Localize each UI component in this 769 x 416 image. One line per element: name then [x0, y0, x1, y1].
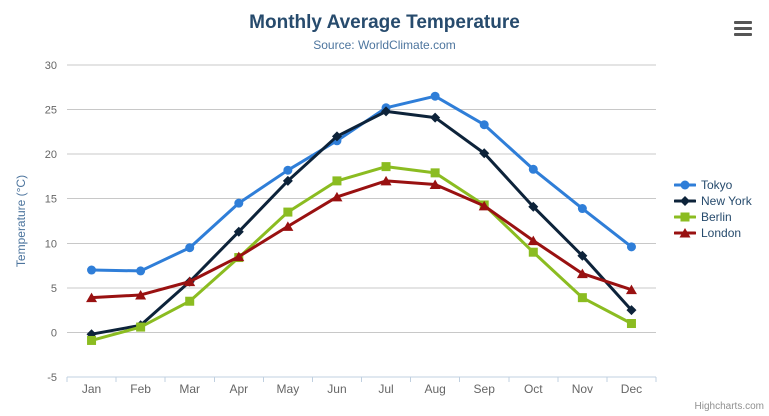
svg-text:25: 25: [45, 105, 57, 117]
legend-item-new-york[interactable]: New York: [674, 193, 752, 209]
hamburger-icon: [734, 33, 752, 36]
series-berlin: [87, 162, 636, 345]
series-tokyo: [87, 91, 636, 276]
x-axis: [66, 376, 657, 382]
chart-title: Monthly Average Temperature: [249, 12, 520, 33]
svg-text:Oct: Oct: [524, 382, 543, 396]
y-axis-labels: -5 0 5 10 15 20 25 30: [45, 60, 57, 384]
hamburger-icon: [734, 27, 752, 30]
svg-text:Feb: Feb: [130, 382, 151, 396]
svg-text:Jul: Jul: [378, 382, 393, 396]
circle-marker-icon: [674, 180, 696, 190]
svg-text:Jan: Jan: [82, 382, 101, 396]
legend-item-tokyo[interactable]: Tokyo: [674, 177, 752, 193]
diamond-marker-icon: [674, 196, 696, 206]
chart-subtitle: Source: WorldClimate.com: [313, 38, 456, 52]
svg-text:-5: -5: [47, 372, 57, 384]
svg-text:Apr: Apr: [229, 382, 248, 396]
context-menu-button[interactable]: [734, 21, 752, 36]
hamburger-icon: [734, 21, 752, 24]
svg-text:Nov: Nov: [572, 382, 593, 396]
legend-label: Tokyo: [701, 178, 733, 192]
svg-text:15: 15: [45, 194, 57, 206]
legend-item-berlin[interactable]: Berlin: [674, 209, 752, 225]
legend-item-london[interactable]: London: [674, 225, 752, 241]
svg-text:30: 30: [45, 60, 57, 72]
legend-label: New York: [701, 194, 752, 208]
svg-text:20: 20: [45, 149, 57, 161]
triangle-marker-icon: [674, 228, 696, 238]
legend-label: Berlin: [701, 210, 732, 224]
svg-text:5: 5: [51, 283, 57, 295]
legend-label: London: [701, 226, 742, 240]
credits-link[interactable]: Highcharts.com: [694, 401, 764, 412]
svg-text:Dec: Dec: [621, 382, 642, 396]
svg-text:Jun: Jun: [327, 382, 346, 396]
svg-text:0: 0: [51, 327, 57, 339]
series-new-york: [86, 106, 637, 340]
legend: Tokyo New York Berlin London: [674, 177, 752, 241]
svg-text:Mar: Mar: [179, 382, 200, 396]
svg-text:10: 10: [45, 238, 57, 250]
svg-text:Aug: Aug: [424, 382, 445, 396]
series-london: [86, 175, 637, 303]
y-axis-title: Temperature (°C): [14, 175, 28, 267]
svg-text:May: May: [277, 382, 300, 396]
square-marker-icon: [674, 212, 696, 222]
svg-text:Sep: Sep: [474, 382, 496, 396]
x-axis-labels: Jan Feb Mar Apr May Jun Jul Aug Sep Oct Nov Dec: [82, 382, 642, 396]
